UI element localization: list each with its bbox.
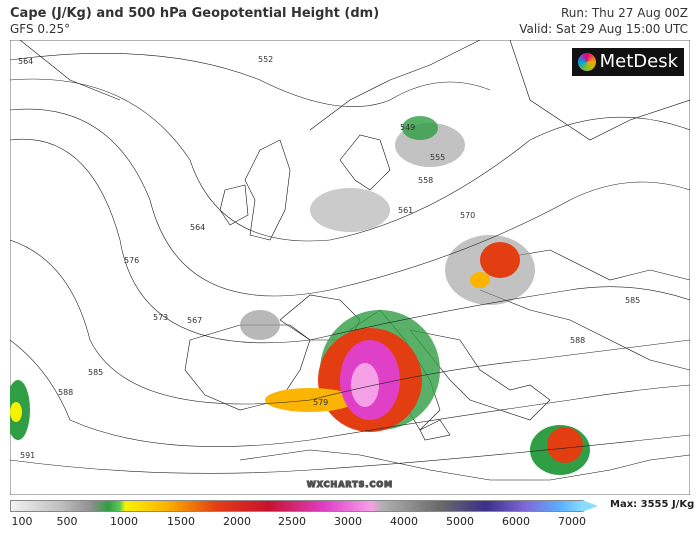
cape-area (547, 427, 583, 463)
contour-label: 549 (400, 123, 415, 132)
height-contours (10, 53, 690, 474)
contour-label: 564 (18, 57, 33, 66)
cape-area (351, 363, 379, 407)
contour-label: 573 (153, 313, 168, 322)
contour-label: 588 (58, 388, 73, 397)
colorbar-tick-label: 4000 (390, 515, 418, 528)
logo: MetDesk (572, 48, 684, 76)
colorbar-tick-label: 6000 (502, 515, 530, 528)
contour-label: 591 (20, 451, 35, 460)
logo-text: MetDesk (599, 51, 678, 72)
contour-label: 570 (460, 211, 475, 220)
contour-label: 585 (88, 368, 103, 377)
contour-label: 585 (625, 296, 640, 305)
cape-area (10, 402, 22, 422)
contour-label: 564 (190, 223, 205, 232)
cape-area (310, 188, 390, 232)
colorbar-tick-label: 7000 (558, 515, 586, 528)
colorbar-tick-label: 1000 (110, 515, 138, 528)
cape-area (480, 242, 520, 278)
colorbar-arrow (582, 500, 598, 512)
colorbar-tick-label: 5000 (446, 515, 474, 528)
watermark: WXCHARTS.COM (307, 480, 393, 489)
contour-label: 558 (418, 176, 433, 185)
contour-label: 561 (398, 206, 413, 215)
colorbar-tick-label: 500 (56, 515, 78, 528)
contour-label: 555 (430, 153, 445, 162)
contour-label: 567 (187, 316, 202, 325)
cape-area (402, 116, 438, 140)
contour-label: 588 (570, 336, 585, 345)
colorbar-tick-label: 3000 (334, 515, 362, 528)
colorbar-tick-label: 100 (11, 515, 33, 528)
cape-area (240, 310, 280, 340)
run-time: Run: Thu 27 Aug 00Z (560, 6, 688, 20)
valid-time: Valid: Sat 29 Aug 15:00 UTC (519, 22, 688, 36)
colorbar (10, 500, 584, 512)
map: 564 552 549 555 558 561 570 564 576 573 567 585 588 5… (10, 40, 690, 495)
contour-label: 576 (124, 256, 139, 265)
map-title: Cape (J/Kg) and 500 hPa Geopotential Hei… (10, 6, 380, 21)
model-name: GFS 0.25° (10, 22, 71, 36)
colorbar-tick-label: 2500 (278, 515, 306, 528)
colorbar-tick-label: 2000 (223, 515, 251, 528)
colorbar-tick-label: 1500 (167, 515, 195, 528)
cape-shading (10, 116, 590, 475)
max-label: Max: 3555 J/Kg (610, 499, 695, 510)
contour-label: 552 (258, 55, 273, 64)
cape-area (470, 272, 490, 288)
logo-icon (578, 53, 596, 71)
contour-label: 579 (313, 398, 328, 407)
